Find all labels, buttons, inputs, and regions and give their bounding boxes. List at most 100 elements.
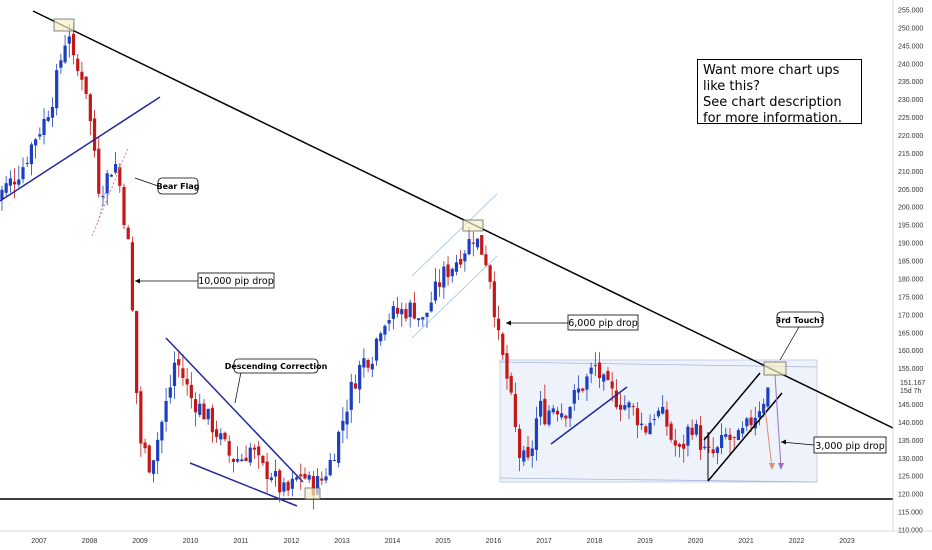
candle-body [614, 390, 618, 408]
candle-body [286, 481, 290, 491]
candle-body [67, 36, 71, 44]
touch-box-2021 [763, 361, 787, 376]
candle-body [719, 435, 724, 448]
candle-body [640, 423, 644, 426]
time-tick-label: 2021 [738, 538, 754, 545]
candle-body [328, 460, 332, 476]
candle-body [526, 446, 530, 458]
candle-body [438, 282, 442, 287]
candle-body [105, 173, 109, 194]
candle-body [631, 406, 635, 408]
drop-6000-callout: 6,000 pip drop [506, 314, 639, 331]
touch-box-2007 [53, 18, 75, 32]
candle-body [762, 403, 766, 414]
candle-body [261, 455, 265, 464]
candle-body [374, 338, 379, 361]
candle-body [164, 400, 168, 422]
candle-body [189, 384, 193, 399]
candle-body [509, 375, 513, 393]
candle-body [467, 239, 471, 255]
candle-body [307, 475, 311, 480]
candle-body [404, 309, 408, 319]
price-tick-label: 130.000 [898, 456, 923, 463]
price-tick-label: 145.000 [898, 402, 923, 409]
candle-body [442, 266, 446, 288]
projection-arrow-red [764, 407, 773, 469]
candle-body [294, 477, 299, 480]
channel-2021-upper [703, 372, 761, 441]
candle-body [492, 281, 496, 318]
candle-body [736, 430, 741, 441]
candle-body [299, 474, 303, 477]
candle-body [585, 376, 589, 390]
drop-10000-label: 10,000 pip drop [198, 276, 274, 287]
candle-body [463, 253, 467, 262]
candle-body [412, 302, 416, 319]
candle-body [459, 258, 463, 265]
candle-body [315, 476, 320, 495]
third-touch-callout: 3rd Touch? [776, 311, 825, 361]
candle-body [724, 434, 728, 437]
projection-arrowhead-red [769, 463, 775, 470]
price-tick-label: 235.000 [898, 79, 923, 86]
drop-3000-label: 3,000 pip drop [815, 441, 885, 452]
candle-body [257, 446, 261, 456]
price-tick-label: 135.000 [898, 438, 923, 445]
price-tick-label: 195.000 [898, 223, 923, 230]
candle-body [29, 144, 34, 165]
candle-body [635, 408, 640, 426]
time-tick-label: 2012 [284, 538, 300, 545]
last-price-tag: 151.167 15d 7h [897, 378, 932, 396]
price-tick-label: 115.000 [898, 510, 923, 517]
candle-body [698, 425, 703, 450]
candle-body [34, 139, 38, 146]
candle-body [391, 306, 395, 319]
candle-body [135, 310, 139, 394]
candle-body [425, 312, 429, 317]
last-price: 151.167 [900, 380, 925, 387]
candle-body [130, 242, 135, 311]
candle-body [686, 426, 690, 446]
candle-body [576, 388, 581, 393]
candle-body [320, 478, 324, 481]
projection-arrow-purple [774, 374, 782, 469]
time-tick-label: 2013 [334, 538, 350, 545]
candle-body [0, 189, 4, 200]
time-tick-label: 2011 [233, 538, 248, 545]
promo-line-2: like this? [703, 79, 761, 94]
candle-body [210, 407, 214, 433]
drop-6000-label: 6,000 pip drop [568, 318, 638, 329]
countdown: 15d 7h [900, 388, 922, 395]
candle-body [669, 423, 673, 440]
candle-body [534, 418, 539, 450]
candle-body [168, 387, 172, 398]
candle-body [236, 459, 240, 462]
time-tick-label: 2017 [536, 538, 552, 545]
candle-body [156, 439, 160, 462]
candle-body [484, 254, 488, 266]
candle-body [185, 378, 189, 385]
price-axis[interactable]: 255.000 250.000 245.000 240.000 235.000 230.0… [898, 8, 923, 535]
candle-body [206, 408, 210, 420]
candle-body [732, 436, 736, 438]
price-tick-label: 165.000 [898, 330, 923, 337]
channel-2021-lower [707, 392, 783, 482]
time-tick-label: 2015 [435, 538, 451, 545]
candle-body [644, 426, 648, 433]
candle-body [290, 478, 294, 489]
candle-body [252, 447, 257, 450]
candle-body [715, 447, 719, 453]
candle-body [602, 374, 606, 382]
candle-body [38, 134, 42, 137]
price-tick-label: 250.000 [898, 25, 923, 32]
price-tick-label: 170.000 [898, 312, 923, 319]
candle-body [682, 443, 686, 449]
candle-body [143, 442, 147, 449]
candle-body [572, 389, 576, 404]
time-axis[interactable]: 2007 2008 2009 2010 2011 2012 2013 2014 2015 2016… [31, 538, 855, 545]
candle-body [273, 471, 278, 477]
candle-body [80, 71, 84, 80]
touch-box-2012 [304, 487, 321, 500]
candle-body [543, 398, 547, 425]
